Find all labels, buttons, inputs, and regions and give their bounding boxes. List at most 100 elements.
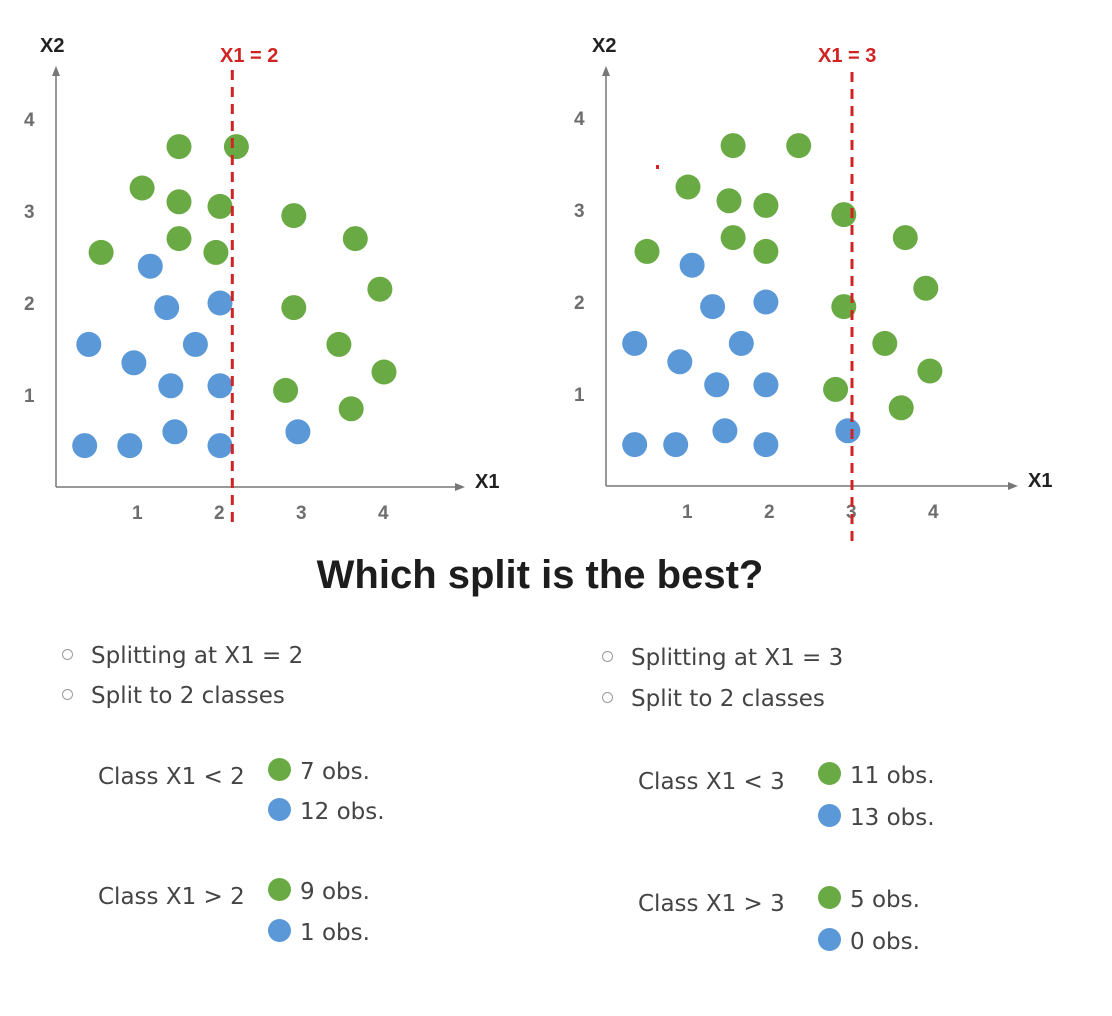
bullet-text: Split to 2 classes <box>91 683 285 709</box>
obs-text: 9 obs. <box>300 879 370 905</box>
y-tick-label: 1 <box>24 386 35 407</box>
blue-point <box>700 294 726 320</box>
green-point <box>786 133 812 159</box>
green-point <box>917 358 943 384</box>
green-point <box>716 188 742 214</box>
obs-count-green: 9 obs. <box>268 878 370 905</box>
x-tick-label: 3 <box>296 503 307 524</box>
y-tick-label: 4 <box>24 110 35 131</box>
obs-count-green: 7 obs. <box>268 758 370 785</box>
blue-point <box>704 372 730 398</box>
green-point <box>207 193 233 219</box>
blue-point <box>622 432 648 458</box>
bullet-icon <box>602 692 613 703</box>
obs-count-green: 11 obs. <box>818 762 935 789</box>
y-tick-label: 3 <box>574 201 585 222</box>
blue-point <box>835 418 861 444</box>
obs-text: 0 obs. <box>850 929 920 955</box>
obs-count-blue: 1 obs. <box>268 919 370 946</box>
green-point <box>913 275 939 301</box>
y-axis-label: X2 <box>40 35 64 57</box>
x-tick-label: 1 <box>132 503 143 524</box>
green-point <box>872 330 898 356</box>
blue-point <box>285 419 311 445</box>
obs-text: 7 obs. <box>300 759 370 785</box>
blue-point <box>753 432 779 458</box>
blue-point <box>72 433 98 459</box>
blue-point <box>117 433 143 459</box>
blue-point <box>207 290 233 316</box>
green-dot-icon <box>268 878 291 901</box>
y-axis-arrow-icon <box>52 66 60 76</box>
green-point <box>831 202 857 228</box>
x-axis-label: X1 <box>1028 470 1052 492</box>
green-point <box>753 192 779 218</box>
green-dot-icon <box>818 762 841 785</box>
green-point <box>367 276 393 302</box>
obs-count-blue: 13 obs. <box>818 804 935 831</box>
green-point <box>203 239 229 265</box>
bullet-icon <box>62 689 73 700</box>
class-label: Class X1 > 3 <box>638 891 785 917</box>
x-tick-label: 4 <box>378 503 389 524</box>
bullet-item: Split to 2 classes <box>62 683 285 709</box>
green-point <box>888 395 914 421</box>
x-axis-arrow-icon <box>455 483 465 491</box>
class-label: Class X1 > 2 <box>98 884 245 910</box>
green-point <box>281 203 307 229</box>
y-tick-label: 4 <box>574 109 585 130</box>
blue-point <box>121 350 147 376</box>
green-point <box>338 396 364 422</box>
green-point <box>720 133 746 159</box>
green-point <box>273 377 299 403</box>
blue-dot-icon <box>268 919 291 942</box>
x-axis-label: X1 <box>475 471 499 493</box>
class-label: Class X1 < 3 <box>638 769 785 795</box>
green-point <box>753 238 779 264</box>
green-point <box>326 331 352 357</box>
blue-point <box>622 330 648 356</box>
bullet-text: Splitting at X1 = 3 <box>631 645 844 671</box>
page-title: Which split is the best? <box>316 553 764 597</box>
green-point <box>166 226 192 252</box>
blue-dot-icon <box>818 804 841 827</box>
blue-point <box>158 373 184 399</box>
obs-text: 5 obs. <box>850 887 920 913</box>
obs-count-blue: 0 obs. <box>818 928 920 955</box>
obs-text: 13 obs. <box>850 805 935 831</box>
blue-point <box>162 419 188 445</box>
y-axis-label: X2 <box>592 35 616 57</box>
blue-point <box>679 252 705 278</box>
green-point <box>634 238 660 264</box>
green-point <box>831 294 857 320</box>
blue-point <box>76 331 102 357</box>
bullet-icon <box>62 649 73 660</box>
bullet-text: Splitting at X1 = 2 <box>91 643 304 669</box>
blue-point <box>753 289 779 315</box>
bullet-text: Split to 2 classes <box>631 686 825 712</box>
green-point <box>223 134 249 160</box>
green-point <box>720 225 746 251</box>
green-point <box>166 134 192 160</box>
y-axis-arrow-icon <box>602 66 610 76</box>
obs-text: 11 obs. <box>850 763 935 789</box>
blue-point <box>154 295 180 321</box>
green-point <box>823 376 849 402</box>
green-point <box>281 295 307 321</box>
green-dot-icon <box>268 758 291 781</box>
blue-point <box>667 349 693 375</box>
blue-dot-icon <box>268 798 291 821</box>
blue-point <box>182 331 208 357</box>
x-tick-label: 1 <box>682 502 693 523</box>
bullet-item: Splitting at X1 = 3 <box>602 645 843 671</box>
x-tick-label: 2 <box>214 503 225 524</box>
scatter-plots: X1 X2 1 2 3 4 1 2 3 4 X1 = 2 X1 X2 1 2 3 4 1 2 3 4 X1 = 3 <box>24 35 1052 548</box>
stray-mark <box>656 165 659 169</box>
green-dot-icon <box>818 886 841 909</box>
green-point <box>371 359 397 385</box>
obs-text: 1 obs. <box>300 920 370 946</box>
x-tick-label: 2 <box>764 502 775 523</box>
obs-text: 12 obs. <box>300 799 385 825</box>
split-label: X1 = 2 <box>220 45 278 67</box>
obs-count-blue: 12 obs. <box>268 798 385 825</box>
